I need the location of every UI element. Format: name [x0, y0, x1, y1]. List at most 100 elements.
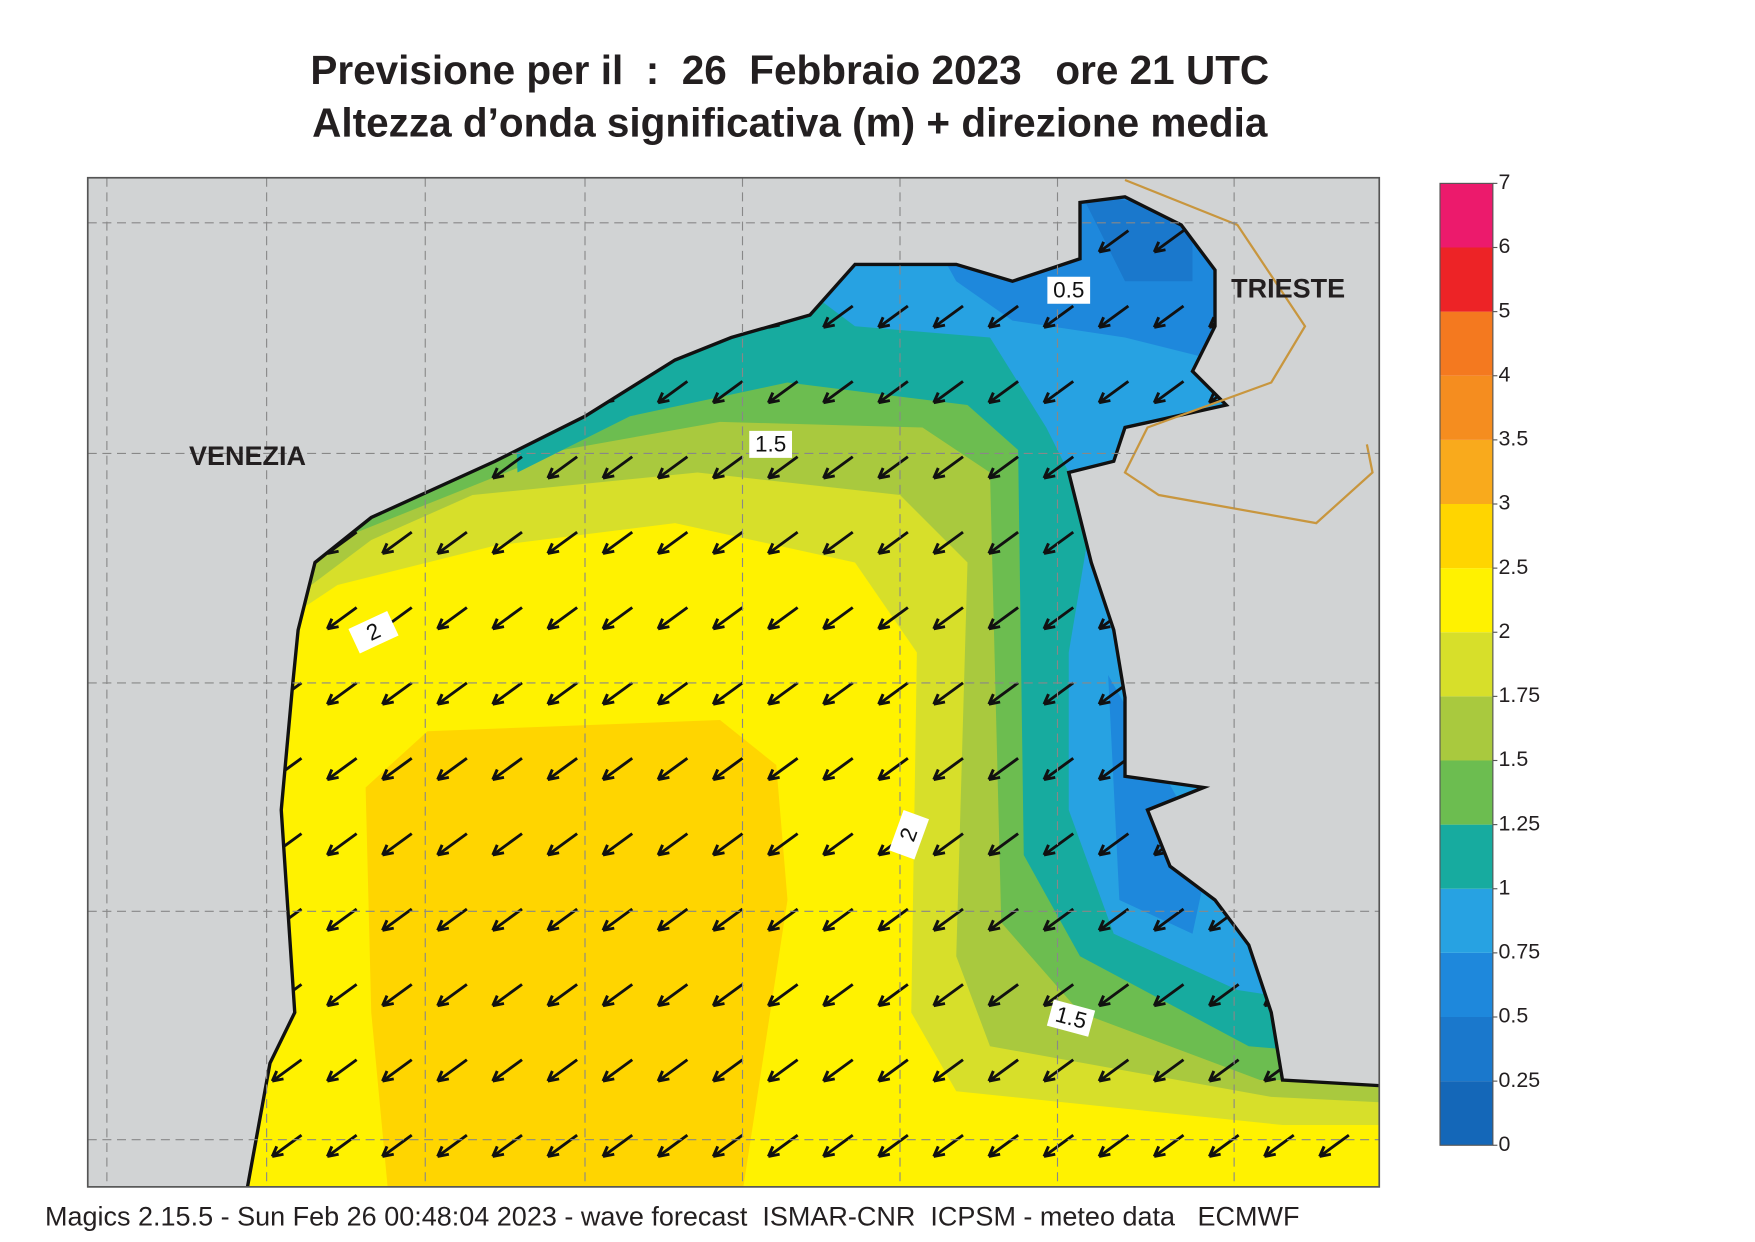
direction-arrow — [436, 606, 468, 631]
direction-arrow — [601, 606, 634, 631]
direction-arrow — [877, 1133, 909, 1158]
direction-arrow — [491, 606, 523, 631]
colorbar-segment — [1440, 760, 1493, 825]
colorbar-segment — [1440, 439, 1493, 504]
direction-arrow — [1097, 832, 1130, 857]
direction-arrow — [1208, 1133, 1240, 1158]
direction-arrow — [932, 983, 964, 1008]
label-bg — [1047, 276, 1091, 304]
direction-arrow — [381, 1133, 413, 1158]
direction-arrow — [1097, 907, 1130, 932]
direction-arrow — [656, 455, 689, 480]
colorbar-tick-label: 3 — [1499, 491, 1511, 515]
direction-arrow — [822, 907, 854, 932]
colorbar-segment — [1440, 247, 1493, 312]
direction-arrow — [656, 983, 689, 1008]
contour-label: 1.5 — [1046, 999, 1096, 1037]
direction-arrow — [767, 832, 799, 857]
direction-arrow — [381, 907, 413, 932]
colorbar-segment — [1440, 311, 1493, 376]
direction-arrow — [326, 1058, 358, 1083]
direction-arrow — [1097, 229, 1130, 254]
direction-arrow — [491, 983, 523, 1008]
direction-arrow — [987, 757, 1019, 782]
contour-label: 0.5 — [1047, 276, 1091, 304]
band — [365, 720, 788, 1187]
colorbar-tick-label: 7 — [1499, 170, 1511, 194]
direction-arrow — [1042, 757, 1075, 782]
direction-arrow — [326, 983, 358, 1008]
direction-arrow — [877, 304, 909, 329]
direction-arrow — [546, 681, 578, 706]
direction-arrow — [822, 606, 854, 631]
direction-arrow — [601, 1133, 634, 1158]
direction-arrow — [656, 1133, 689, 1158]
direction-arrow — [326, 681, 358, 706]
direction-arrow — [822, 380, 854, 405]
direction-arrow — [932, 606, 964, 631]
direction-arrow — [601, 455, 634, 480]
direction-arrow — [1097, 1133, 1130, 1158]
place-label: VENEZIA — [189, 441, 306, 471]
contour-label: 2 — [889, 810, 929, 860]
contour-labels: 0.5 1.5 2 2 1.5 — [348, 276, 1096, 1037]
direction-arrow — [381, 681, 413, 706]
direction-arrow — [711, 1133, 744, 1158]
direction-arrow — [877, 1058, 909, 1083]
direction-arrow — [656, 530, 689, 555]
label-bg — [348, 610, 399, 654]
direction-arrow — [1152, 1058, 1185, 1083]
direction-arrow — [932, 530, 964, 555]
direction-arrow — [1097, 1058, 1130, 1083]
direction-arrow — [1152, 983, 1185, 1008]
direction-arrow — [822, 757, 854, 782]
direction-arrow — [822, 983, 854, 1008]
colorbar: 0 0.25 0.5 0.75 1 1.25 1.5 1.75 2 2.5 3 3.5 4 5 6 7 — [1439, 170, 1540, 1156]
direction-arrow — [1152, 907, 1185, 932]
direction-arrow — [491, 907, 523, 932]
colorbar-segment — [1440, 375, 1493, 440]
direction-arrow — [270, 1058, 303, 1083]
direction-arrow — [767, 1133, 799, 1158]
direction-arrow — [877, 455, 909, 480]
direction-arrow — [326, 1133, 358, 1158]
contour-label: 2 — [348, 610, 399, 654]
direction-arrow — [546, 606, 578, 631]
footer: Magics 2.15.5 - Sun Feb 26 00:48:04 2023… — [45, 1202, 1300, 1232]
colorbar-tick-label: 6 — [1499, 234, 1511, 258]
contour-label-text: 1.5 — [755, 431, 786, 456]
direction-arrow — [822, 530, 854, 555]
direction-arrow — [711, 757, 744, 782]
direction-arrow — [711, 380, 744, 405]
direction-arrow — [767, 983, 799, 1008]
direction-arrow — [1152, 304, 1185, 329]
direction-arrow — [436, 757, 468, 782]
place-label: TRIESTE — [1231, 273, 1345, 303]
direction-arrow — [1152, 380, 1185, 405]
direction-arrow — [987, 832, 1019, 857]
direction-arrow — [546, 530, 578, 555]
direction-arrow — [877, 983, 909, 1008]
direction-arrow — [436, 1058, 468, 1083]
direction-arrow — [1152, 229, 1185, 254]
colorbar-segment — [1440, 504, 1493, 569]
direction-arrow — [987, 681, 1019, 706]
direction-arrow — [767, 380, 799, 405]
direction-arrow — [932, 304, 964, 329]
subtitle: Altezza d’onda significativa (m) + direz… — [312, 100, 1268, 146]
direction-arrow — [1042, 1058, 1075, 1083]
direction-arrow — [656, 606, 689, 631]
direction-arrow — [932, 455, 964, 480]
colorbar-tick-label: 1 — [1499, 875, 1511, 899]
grid-line — [87, 177, 1380, 1187]
border — [1123, 178, 1374, 525]
direction-arrow — [767, 907, 799, 932]
direction-arrow — [822, 455, 854, 480]
direction-arrow — [1042, 606, 1075, 631]
title: Previsione per il : 26 Febbraio 2023 ore… — [310, 47, 1269, 93]
direction-arrow — [656, 681, 689, 706]
direction-arrow — [1042, 907, 1075, 932]
colorbar-segment — [1440, 183, 1493, 248]
colorbar-tick-label: 1.5 — [1499, 747, 1529, 771]
